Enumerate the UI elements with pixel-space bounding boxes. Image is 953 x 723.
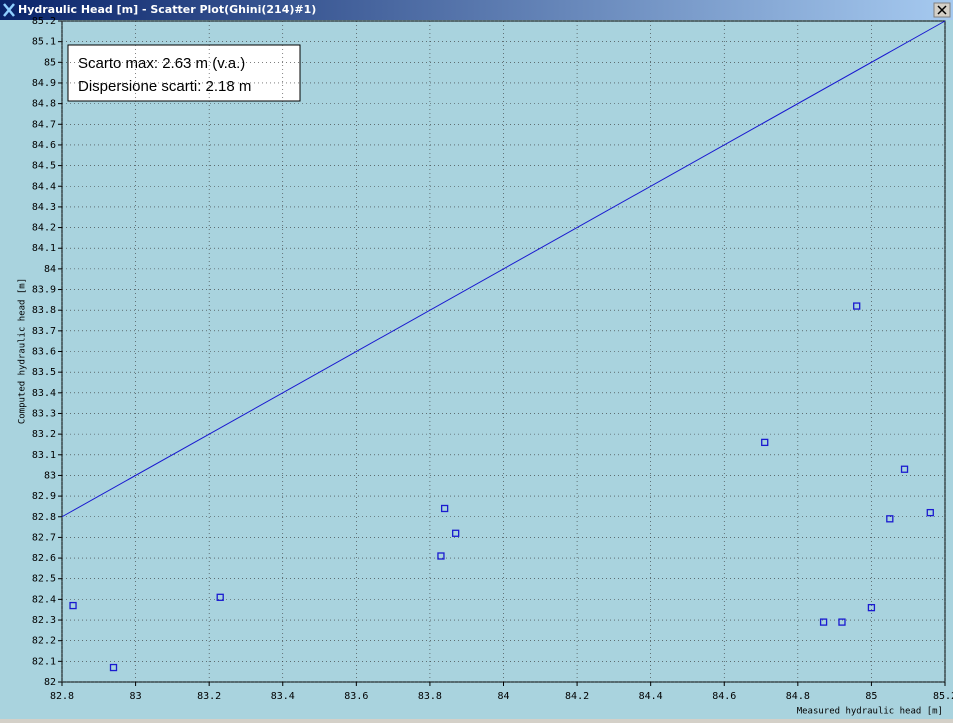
point	[867, 603, 876, 612]
x-tick-label: 85.2	[933, 691, 953, 702]
y-tick-label: 84.1	[32, 243, 56, 254]
y-tick-label: 83	[44, 470, 56, 481]
x-tick-label: 83.2	[197, 691, 221, 702]
y-tick-label: 83.6	[32, 347, 56, 358]
y-tick-label: 83.8	[32, 305, 56, 316]
identity-line	[61, 20, 946, 518]
point	[900, 465, 909, 473]
point	[886, 515, 894, 523]
point	[926, 508, 934, 517]
annotation: Scarto max: 2.63 m (v.a.)	[78, 55, 245, 72]
y-tick-label: 82	[44, 677, 56, 688]
y-tick-label: 83.2	[32, 429, 56, 440]
window-title: Hydraulic Head [m] - Scatter Plot(Ghini(…	[18, 3, 316, 16]
app-icon	[3, 3, 15, 17]
y-tick-label: 83.9	[32, 285, 56, 296]
x-tick-label: 83.8	[418, 691, 442, 702]
y-tick-label: 84.2	[32, 223, 56, 234]
y-tick-label: 85.1	[32, 37, 56, 48]
y-tick-label: 83.7	[32, 326, 56, 337]
point	[69, 601, 77, 610]
y-tick-label: 85.2	[32, 16, 56, 27]
y-tick-label: 82.9	[32, 491, 56, 502]
x-tick-label: 83.6	[344, 691, 368, 702]
point	[761, 438, 769, 447]
y-tick-label: 84.7	[32, 119, 56, 130]
annotation-box	[67, 44, 301, 102]
y-tick-label: 84.4	[32, 181, 56, 192]
x-tick-label: 84.4	[639, 691, 663, 702]
y-tick-label: 82.7	[32, 532, 56, 543]
y-tick-label: 82.8	[32, 512, 56, 523]
y-tick-label: 84.8	[32, 99, 56, 110]
x-tick-label: 82.8	[50, 691, 74, 702]
y-tick-label: 83.4	[32, 388, 56, 399]
y-tick-label: 82.6	[32, 553, 56, 564]
y-tick-label: 82.2	[32, 636, 56, 647]
y-tick-label: 84.9	[32, 78, 56, 89]
plot-layer	[58, 20, 946, 686]
point	[440, 504, 449, 513]
close-button[interactable]	[933, 2, 951, 18]
point	[819, 618, 828, 626]
point	[437, 552, 445, 560]
x-tick-label: 84.2	[565, 691, 589, 702]
x-tick-label: 84.8	[786, 691, 810, 702]
y-tick-label: 84.6	[32, 140, 56, 151]
x-tick-label: 83.4	[271, 691, 295, 702]
point	[853, 302, 861, 310]
annotation: Dispersione scarti: 2.18 m	[78, 78, 251, 95]
x-tick-label: 84.6	[712, 691, 736, 702]
y-tick-label: 82.3	[32, 615, 56, 626]
point	[109, 663, 118, 672]
x-tick-label: 85	[865, 691, 877, 702]
y-tick-label: 83.1	[32, 450, 56, 461]
y-tick-label: 85	[44, 57, 56, 68]
y-tick-label: 84.3	[32, 202, 56, 213]
y-tick-label: 84	[44, 264, 56, 275]
plot-area	[61, 20, 946, 683]
x-axis-label: Measured hydraulic head [m]	[797, 707, 943, 717]
y-tick-label: 84.5	[32, 161, 56, 172]
y-axis-label: Computed hydraulic head [m]	[18, 278, 28, 424]
x-tick-label: 84	[497, 691, 509, 702]
y-tick-label: 82.4	[32, 594, 56, 605]
y-tick-label: 82.1	[32, 656, 56, 667]
point	[216, 593, 224, 601]
title-bar	[0, 0, 953, 20]
y-tick-label: 82.5	[32, 574, 56, 585]
point	[838, 618, 846, 626]
y-tick-label: 83.5	[32, 367, 56, 378]
point	[452, 529, 460, 537]
x-tick-label: 83	[130, 691, 142, 702]
y-tick-label: 83.3	[32, 408, 56, 419]
